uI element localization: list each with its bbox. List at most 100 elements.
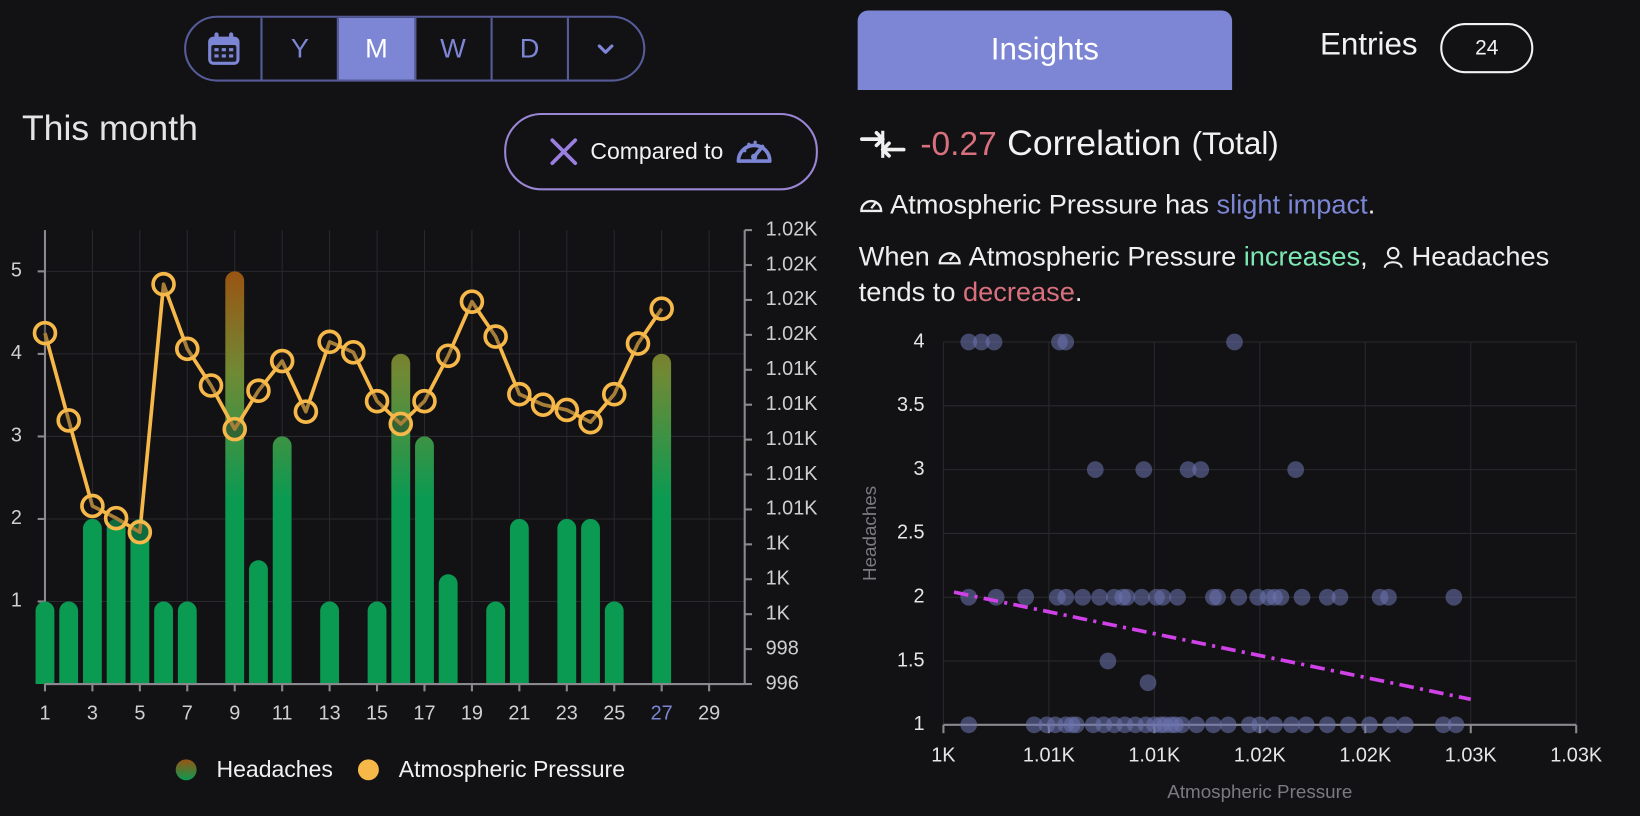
sentence-text: , <box>1360 240 1368 272</box>
scatter-point <box>1331 588 1349 606</box>
scatter-point <box>1287 461 1305 478</box>
scatter-point <box>1318 716 1336 734</box>
line-point <box>293 399 319 424</box>
y-axis-label: Headaches <box>859 486 880 581</box>
y-tick-label: 3 <box>11 425 22 447</box>
gauge-icon <box>736 140 772 163</box>
entries-count: 24 <box>1440 23 1534 74</box>
legend-swatch <box>357 759 379 781</box>
bar <box>154 601 173 685</box>
compare-arrows-icon <box>860 130 906 158</box>
bar <box>367 601 387 685</box>
bar <box>415 436 434 685</box>
scatter-point <box>1396 716 1414 734</box>
insights-tab[interactable]: Insights <box>857 10 1233 90</box>
scatter-point <box>1099 652 1117 670</box>
y2-tick-label: 1K <box>766 533 791 555</box>
x-tick-label: 1.02K <box>1339 744 1392 766</box>
x-tick-label: 1.03K <box>1445 744 1498 766</box>
y-tick-label: 5 <box>11 260 22 282</box>
x-tick-label: 7 <box>182 703 193 725</box>
y2-tick-label: 1.01K <box>766 393 819 415</box>
x-tick-label: 1K <box>931 744 956 766</box>
scatter-point <box>1133 588 1151 606</box>
lines <box>32 271 674 545</box>
period-option[interactable]: Y <box>263 17 340 80</box>
section-title: This month <box>21 108 198 149</box>
bar <box>486 601 506 685</box>
x-tick-label: 1.01K <box>1128 744 1181 766</box>
y2-tick-label: 1K <box>766 568 791 590</box>
bars <box>35 271 672 685</box>
y-tick-label: 4 <box>914 330 925 352</box>
correlation-value: -0.27 <box>920 124 997 163</box>
x-tick-label: 1.02K <box>1234 744 1287 766</box>
bar <box>130 518 150 685</box>
compare-label: Compared to <box>590 138 724 165</box>
compare-button[interactable]: Compared to <box>504 112 818 191</box>
y-tick-label: 2 <box>914 585 925 607</box>
scatter-point <box>987 588 1005 606</box>
bar <box>249 560 268 685</box>
scatter-point <box>1091 588 1108 606</box>
sentence-text: Atmospheric Pressure <box>968 240 1244 272</box>
y-tick-label: 4 <box>11 342 22 364</box>
line-point <box>388 411 414 437</box>
scatter-point <box>1226 333 1243 351</box>
period-option[interactable]: M <box>339 17 416 80</box>
scatter-point <box>1380 588 1397 606</box>
scatter-point <box>1074 588 1091 606</box>
trend-sentence: When Atmospheric Pressure increases, Hea… <box>859 241 1550 273</box>
line-point <box>269 348 295 374</box>
x-tick-label: 29 <box>698 703 720 725</box>
line-point <box>341 340 366 365</box>
line-point <box>507 381 532 407</box>
line-point <box>578 409 603 435</box>
entries-tab[interactable]: Entries <box>1319 27 1418 62</box>
period-selector: Y M W D <box>184 15 646 82</box>
line-point <box>103 505 129 531</box>
scatter-point <box>1154 588 1172 606</box>
y2-tick-label: 1.02K <box>766 323 819 345</box>
line-series <box>43 282 664 534</box>
scatter-point <box>1340 716 1357 734</box>
period-option[interactable]: D <box>492 17 569 80</box>
scatter-point <box>1445 588 1463 606</box>
period-option[interactable]: W <box>416 17 493 80</box>
scatter-point <box>1382 716 1399 734</box>
bar <box>604 601 624 685</box>
x-tick-label: 1.01K <box>1023 744 1076 766</box>
legend-label: Headaches <box>217 756 333 782</box>
line-point <box>364 388 390 414</box>
scatter-point <box>1086 461 1104 478</box>
bar <box>35 601 55 685</box>
bar <box>320 601 340 685</box>
more-button[interactable] <box>569 18 643 80</box>
x-tick-label: 11 <box>272 703 293 725</box>
trend-line <box>953 590 1472 702</box>
calendar-button[interactable] <box>186 17 263 80</box>
line-point <box>412 388 437 414</box>
y-tick-label: 3.5 <box>897 394 925 416</box>
gauge-icon <box>938 251 961 264</box>
sentence-text: tends to <box>858 276 964 308</box>
scatter-point <box>1447 716 1465 734</box>
line-point <box>317 329 342 355</box>
gauge-icon <box>860 199 883 212</box>
y-tick-label: 2.5 <box>897 522 925 544</box>
trend-sentence-continued: tends to decrease. <box>859 276 1083 308</box>
legend-swatch <box>175 759 197 781</box>
x-axis-label: Atmospheric Pressure <box>1167 781 1352 802</box>
bar <box>272 436 292 685</box>
bar <box>225 271 245 685</box>
scatter-point <box>1293 588 1311 606</box>
y-tick-label: 2 <box>11 507 22 529</box>
correlation-scope: (Total) <box>1191 126 1279 161</box>
y2-tick-label: 1.02K <box>766 218 819 240</box>
y2-tick-label: 1K <box>766 602 791 624</box>
line-point <box>554 397 580 423</box>
scatter-point <box>1361 716 1378 734</box>
line-point <box>80 493 105 519</box>
